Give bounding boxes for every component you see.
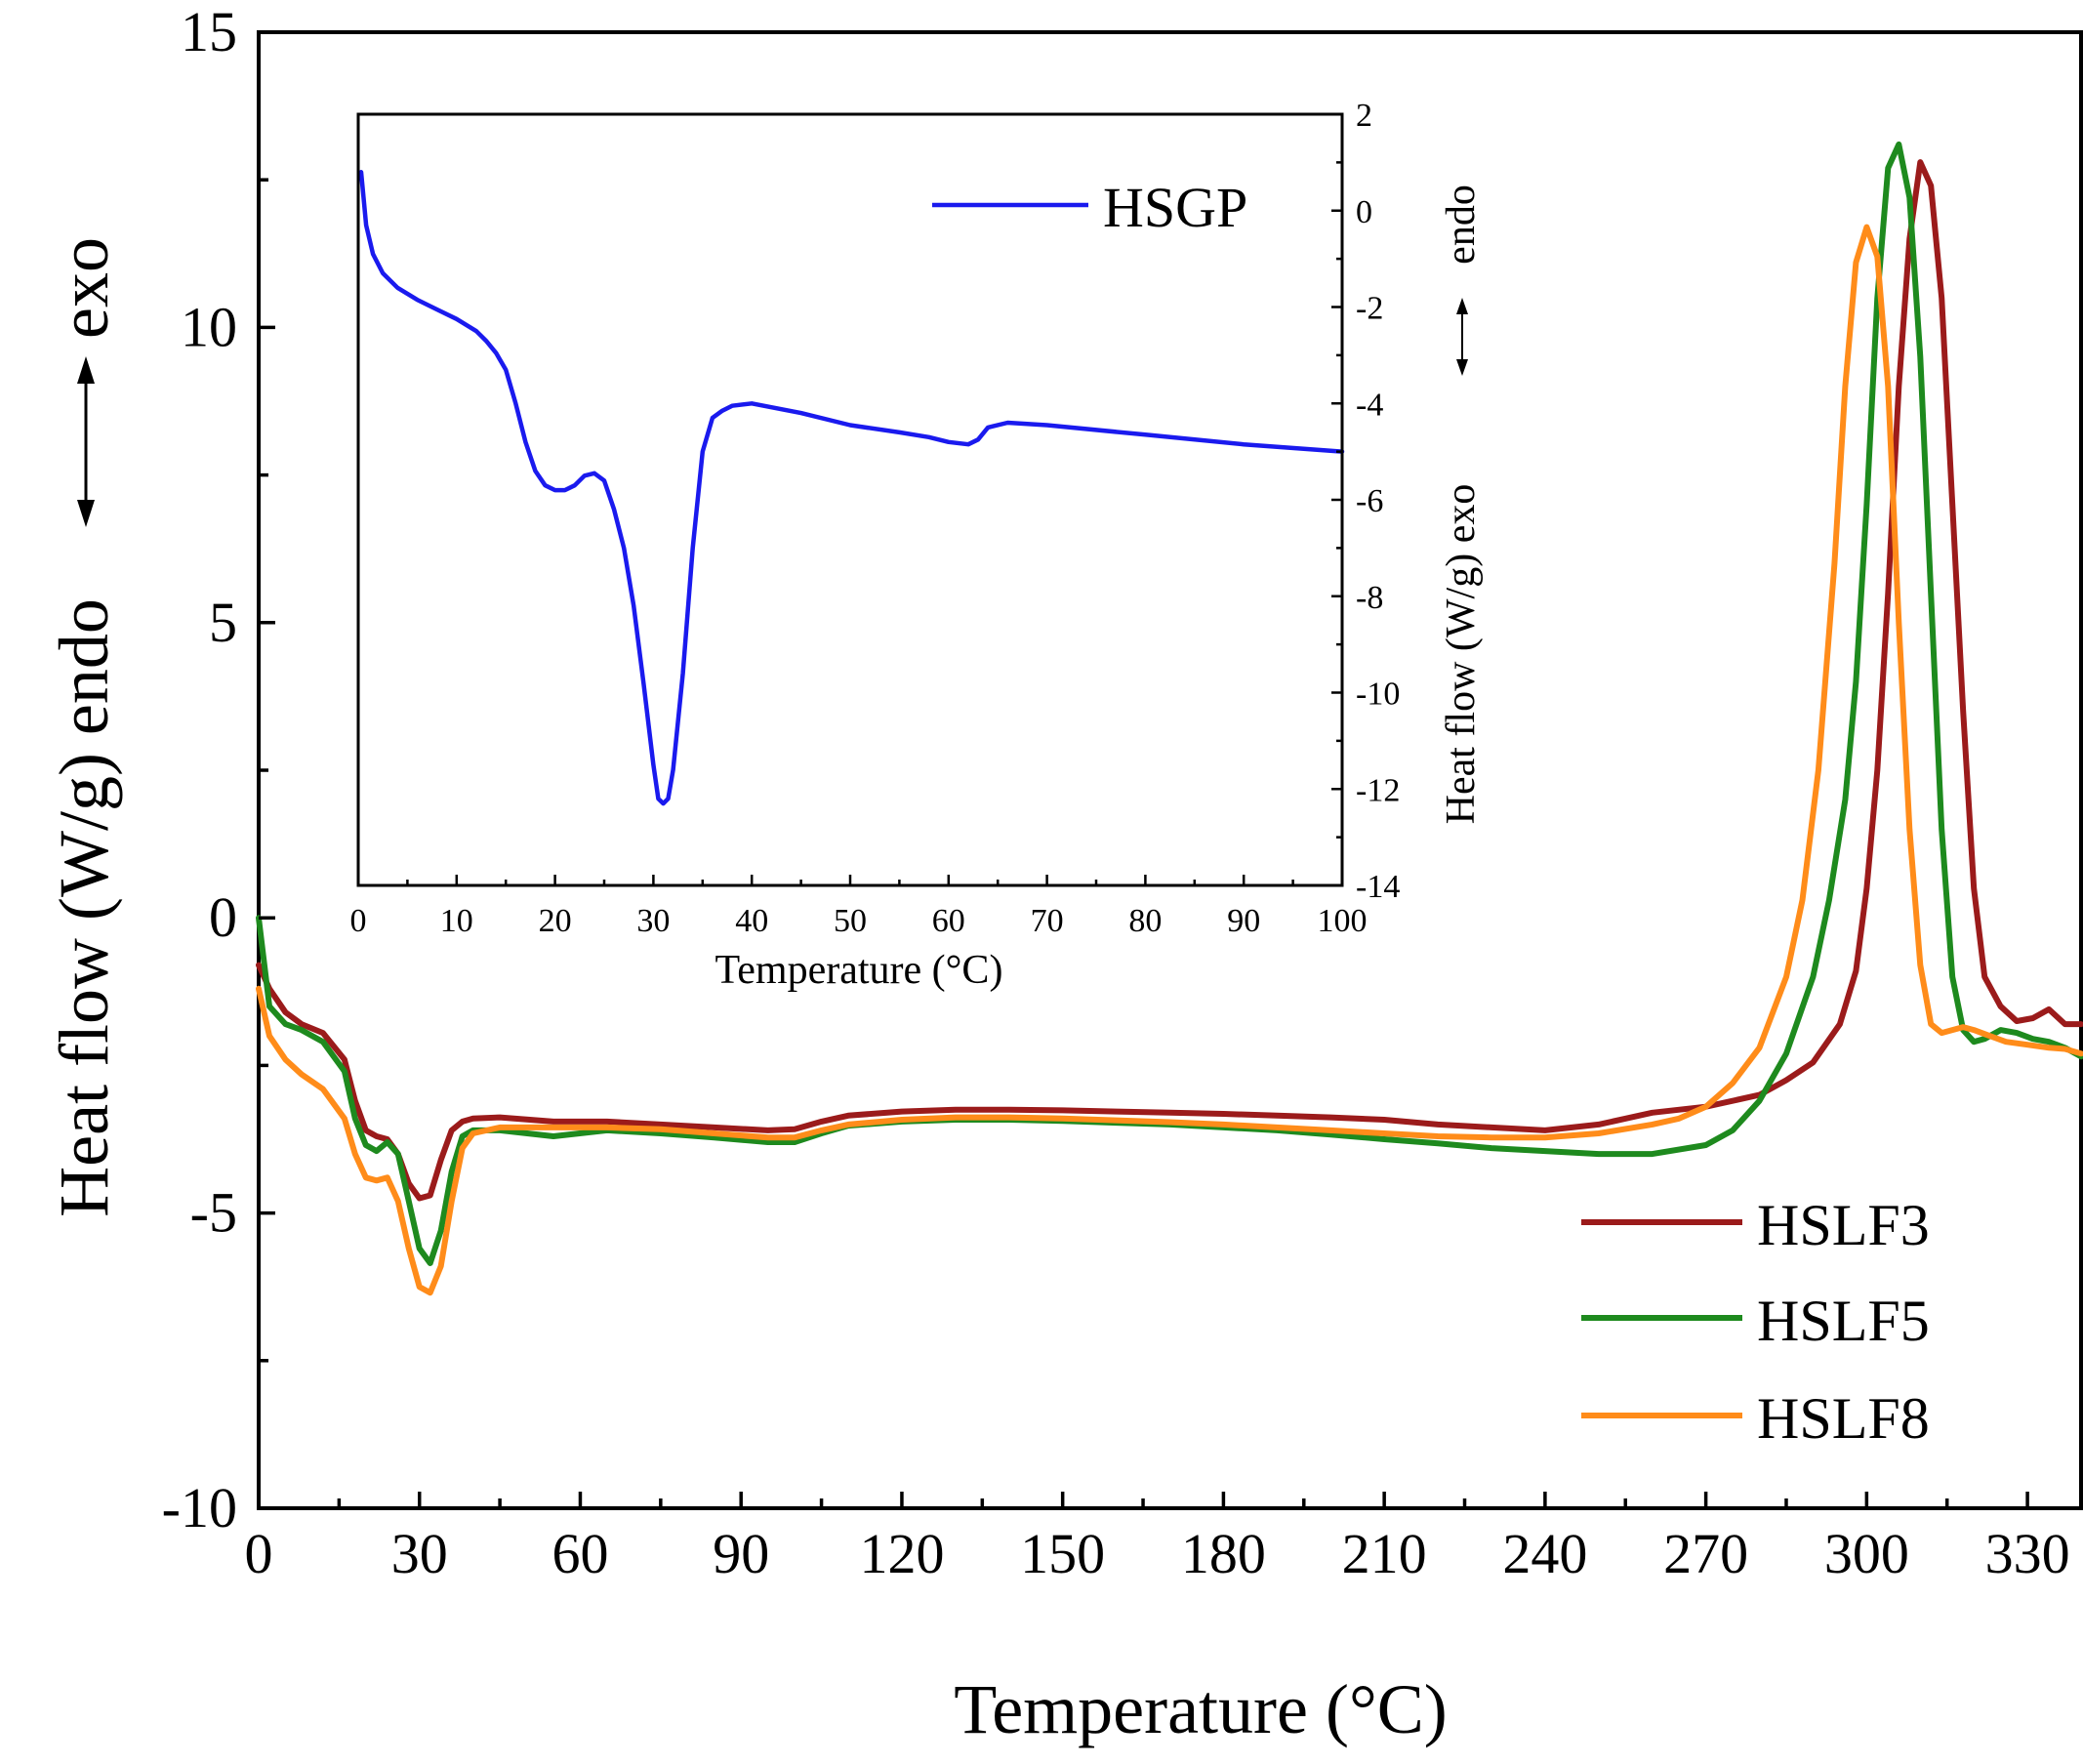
inset-x-tick-label: 0 <box>350 903 367 939</box>
main-series-group <box>256 141 2083 1296</box>
inset-background <box>358 114 1342 885</box>
inset-y-tick-label: -6 <box>1356 483 1383 519</box>
main-y-tick-label: -10 <box>162 1476 237 1539</box>
inset-y-tick-label: -10 <box>1356 677 1400 713</box>
inset-y-axis-title: Heat flow (W/g) exo <box>1439 484 1484 825</box>
legend-label-hsgp: HSGP <box>1103 176 1247 239</box>
main-x-tick-label: 90 <box>713 1522 769 1585</box>
main-legend: HSLF3 HSLF5 HSLF8 <box>1581 1193 1930 1451</box>
inset-series-group <box>358 170 1345 806</box>
main-x-ticks: 0 30 60 90 120 150 180 210 240 270 300 330 <box>245 1492 2070 1585</box>
inset-y-tick-label: -8 <box>1356 580 1383 616</box>
inset-y-tick-label: -12 <box>1356 772 1400 808</box>
main-x-tick-label: 120 <box>859 1522 944 1585</box>
main-x-tick-label: 270 <box>1663 1522 1748 1585</box>
main-x-tick-label: 180 <box>1181 1522 1266 1585</box>
main-x-tick-label: 30 <box>391 1522 448 1585</box>
main-x-tick-label: 330 <box>1985 1522 2070 1585</box>
inset-x-tick-label: 30 <box>636 903 670 939</box>
inset-x-tick-label: 60 <box>932 903 965 939</box>
inset-exo-endo-arrow <box>1456 298 1468 376</box>
inset-y-tick-label: -4 <box>1356 387 1383 423</box>
inset-x-tick-label: 70 <box>1031 903 1064 939</box>
inset-y-axis-endo-label: endo <box>1439 185 1484 265</box>
legend-label-hslf8: HSLF8 <box>1757 1386 1930 1451</box>
main-x-axis-title: Temperature (°C) <box>954 1670 1448 1748</box>
inset-x-tick-label: 100 <box>1318 903 1368 939</box>
inset-y-tick-label: 2 <box>1356 98 1372 134</box>
inset-x-tick-label: 50 <box>834 903 867 939</box>
inset-chart: -14 -12 -10 -8 -6 -4 -2 0 2 0 10 20 30 40 50 60 70 80 90 1… <box>350 98 1485 993</box>
inset-y-tick-label: 0 <box>1356 194 1372 230</box>
legend-label-hslf5: HSLF5 <box>1757 1289 1930 1353</box>
legend-label-hslf3: HSLF3 <box>1757 1193 1930 1257</box>
inset-legend: HSGP <box>932 176 1247 239</box>
endo-exo-arrow <box>77 356 95 527</box>
inset-y-tick-label: -14 <box>1356 869 1400 905</box>
inset-y-ticks: -14 -12 -10 -8 -6 -4 -2 0 2 <box>1331 98 1400 905</box>
main-series-hslf8 <box>256 224 2083 1296</box>
inset-x-tick-label: 40 <box>735 903 768 939</box>
main-x-tick-label: 150 <box>1020 1522 1105 1585</box>
inset-x-tick-label: 20 <box>539 903 572 939</box>
main-y-tick-label: 10 <box>181 295 237 358</box>
inset-x-axis-title: Temperature (°C) <box>715 948 1003 993</box>
main-x-tick-label: 210 <box>1342 1522 1427 1585</box>
inset-x-ticks: 0 10 20 30 40 50 60 70 80 90 100 <box>350 875 1368 939</box>
main-y-tick-label: -5 <box>190 1181 237 1245</box>
inset-x-tick-label: 80 <box>1128 903 1162 939</box>
main-y-axis-exo-label: exo <box>45 237 123 339</box>
main-series-hslf3 <box>256 159 2083 1202</box>
main-y-tick-label: 0 <box>209 885 237 949</box>
main-y-axis-title: Heat flow (W/g) endo <box>45 598 123 1217</box>
main-x-tick-label: 0 <box>245 1522 273 1585</box>
main-y-tick-label: 15 <box>181 0 237 63</box>
main-y-ticks: -10 -5 0 5 10 15 <box>162 0 275 1539</box>
inset-x-tick-label: 10 <box>440 903 473 939</box>
inset-y-tick-label: -2 <box>1356 291 1383 327</box>
inset-x-tick-label: 90 <box>1227 903 1260 939</box>
inset-series-hsgp <box>358 170 1345 806</box>
main-y-tick-label: 5 <box>209 591 237 654</box>
main-x-tick-label: 60 <box>551 1522 608 1585</box>
main-x-tick-label: 300 <box>1824 1522 1909 1585</box>
main-x-tick-label: 240 <box>1502 1522 1587 1585</box>
